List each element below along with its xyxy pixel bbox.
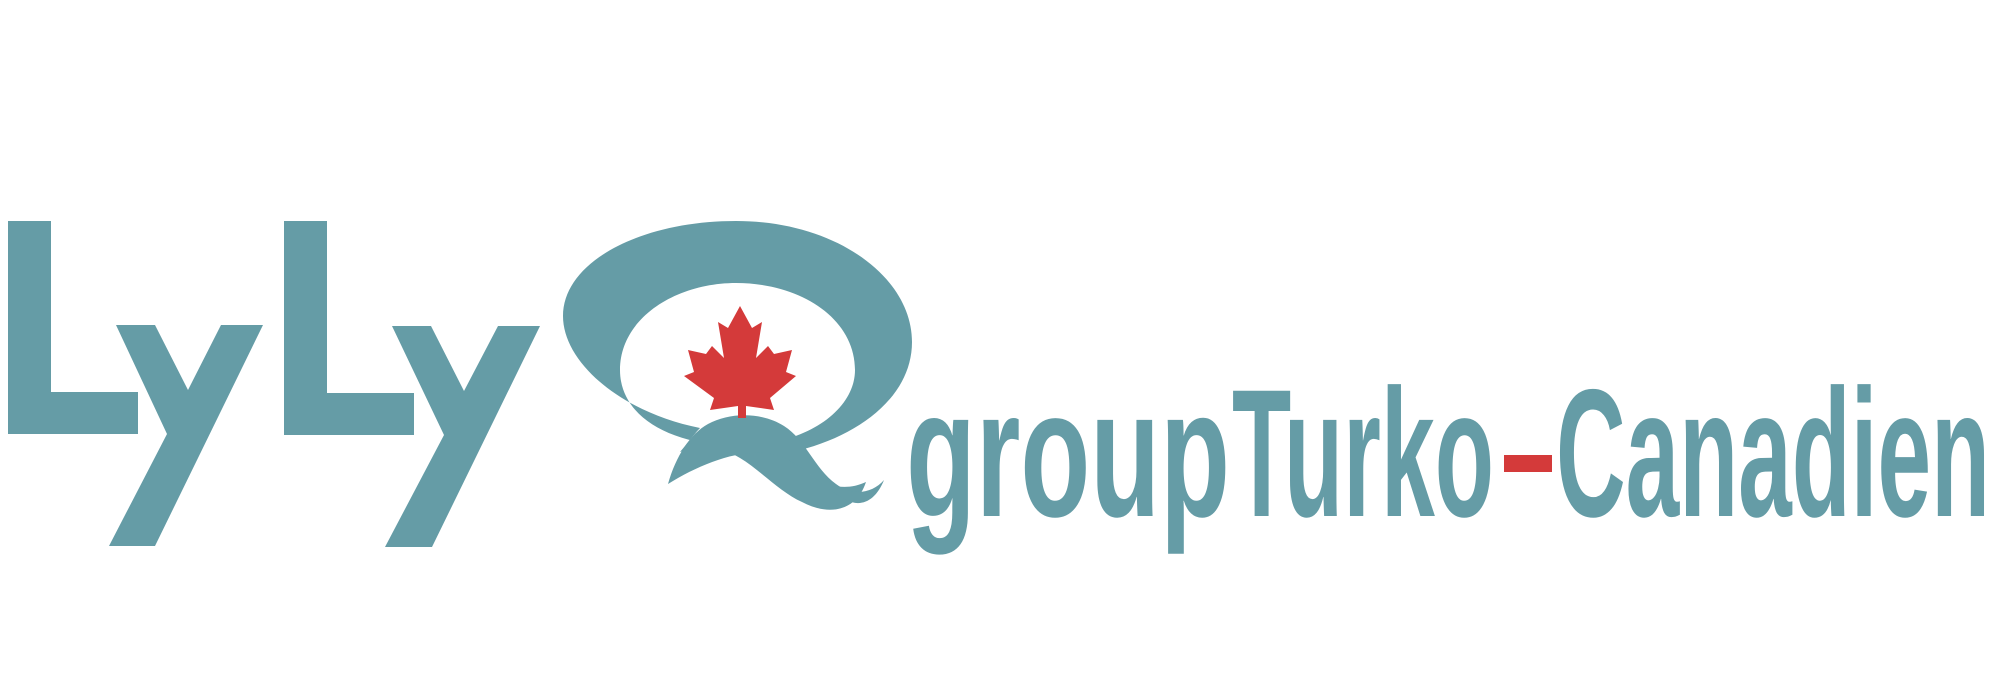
wordmark-turko: Turko [1232,351,1494,555]
letter-y-first [109,325,263,546]
red-dash-separator [1504,455,1552,472]
letter-y-second [385,326,540,547]
letter-l-second [284,221,414,435]
letter-l-first [8,221,138,434]
speech-bubble-ring [563,221,912,510]
bubble-wave [668,415,884,504]
wordmark-canadien: Canadien [1556,351,1990,555]
lyly-letters-logo [8,221,540,547]
maple-leaf-speech-bubble-icon [563,221,912,510]
maple-leaf-icon [684,306,796,418]
wordmark-group: group [906,351,1230,555]
